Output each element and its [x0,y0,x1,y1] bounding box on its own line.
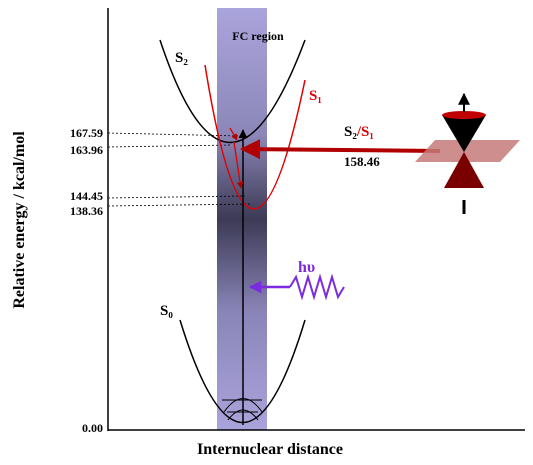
energy-label: 167.59 [70,126,103,140]
crossing-lower: /S₁ [356,124,374,140]
relax-arrow [229,127,238,141]
energy-label: 0.00 [82,421,103,435]
x-axis-label: Internuclear distance [197,441,343,458]
s0-label: S₀ [160,303,173,319]
energy-label: 163.96 [70,143,103,157]
photon-wave [289,273,345,301]
fc-region [217,8,267,430]
energy-label: 144.45 [70,189,103,203]
energy-guides [107,132,253,207]
conical-intersection-icon [415,92,520,214]
fc-label: FC region [232,29,284,43]
relax-arrow [233,141,244,189]
photon-label: hυ [298,259,315,276]
s1-curve [204,64,306,210]
crossing-upper: S₂ [344,124,357,140]
s2-label: S₂ [175,50,188,66]
crossing-energy: 158.46 [344,154,380,169]
s2-curve [159,39,306,143]
energy-label: 138.36 [70,204,103,218]
y-axis-label: Relative energy / kcal/mol [11,131,28,309]
crossing-label: S₂/S₁ [344,124,374,140]
crossing-arrow [240,139,441,160]
s1-label: S₁ [309,88,322,104]
